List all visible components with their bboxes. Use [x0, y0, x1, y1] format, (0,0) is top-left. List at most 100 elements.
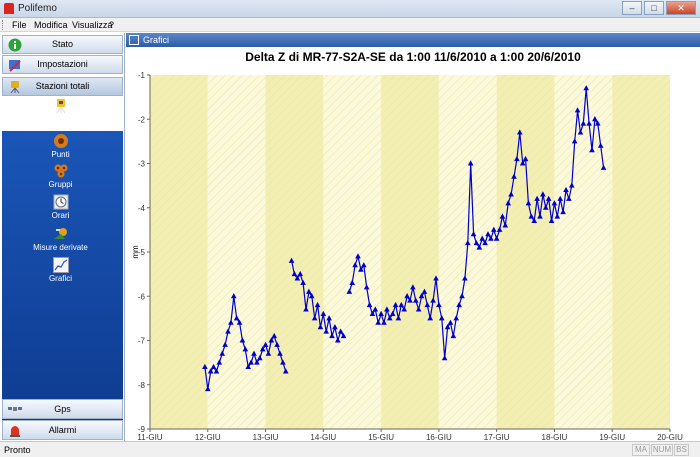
data-point — [502, 222, 509, 228]
menu-file[interactable]: File — [12, 20, 27, 30]
x-tick-label: 12-GIU — [195, 433, 221, 441]
window-title: Polifemo — [18, 3, 57, 14]
menu-help[interactable]: ? — [109, 20, 115, 30]
y-tick-label: -9 — [138, 425, 146, 434]
data-point — [493, 235, 500, 241]
day-band-hatch — [381, 75, 439, 429]
x-tick-label: 13-GIU — [253, 433, 279, 441]
x-tick-label: 17-GIU — [484, 433, 510, 441]
nav-allarmi-button[interactable]: Allarmi — [2, 420, 123, 440]
data-point — [542, 204, 549, 210]
data-point — [496, 226, 503, 232]
data-point — [222, 341, 228, 347]
tool-gruppi[interactable]: Gruppi — [0, 163, 121, 189]
data-point — [297, 270, 304, 277]
data-point — [259, 346, 266, 352]
nav-stazioni-totali-label: Stazioni totali — [35, 81, 90, 91]
data-point — [568, 182, 575, 188]
data-point — [488, 235, 494, 241]
maximize-button[interactable]: □ — [644, 1, 664, 15]
sidebar: Stato Impostazioni Stazioni totali Stazi… — [0, 33, 125, 441]
data-point — [352, 262, 358, 268]
data-point — [548, 217, 555, 224]
target-point-icon — [53, 134, 68, 148]
day-band-hatch — [207, 75, 266, 429]
day-band-hatch — [554, 75, 613, 429]
data-point — [537, 213, 543, 219]
data-point — [282, 368, 289, 374]
data-point — [369, 310, 376, 316]
data-point — [254, 359, 260, 365]
data-point — [340, 332, 347, 339]
data-point — [236, 319, 243, 325]
data-point — [216, 359, 223, 365]
data-point — [346, 288, 353, 294]
data-point — [554, 213, 561, 219]
data-point — [583, 85, 590, 91]
nav-stato-button[interactable]: Stato — [2, 35, 123, 54]
tool-punti[interactable]: Punti — [0, 133, 121, 159]
status-bar: Pronto MA NUM BS — [0, 441, 700, 457]
x-tick-label: 11-GIU — [137, 433, 162, 441]
data-point — [545, 195, 552, 201]
data-point — [337, 328, 344, 334]
data-point — [378, 310, 384, 316]
tool-stazioni-totali[interactable]: Stazioni totali — [0, 98, 121, 124]
data-point — [476, 244, 483, 250]
tool-grafici[interactable]: Grafici — [0, 257, 121, 283]
x-tick-label: 14-GIU — [310, 433, 336, 441]
tool-misure-derivate[interactable]: Misure derivate — [0, 226, 121, 252]
data-point — [306, 288, 312, 294]
data-point — [586, 120, 592, 126]
data-point — [334, 337, 341, 343]
data-point — [563, 186, 569, 193]
data-point — [516, 129, 523, 135]
data-point — [314, 301, 321, 308]
data-point — [317, 324, 324, 330]
data-point — [256, 355, 263, 361]
y-axis-label: mm — [131, 245, 140, 259]
data-point — [412, 297, 419, 303]
menu-visualizza[interactable]: Visualizza — [72, 20, 113, 30]
data-point — [473, 239, 480, 246]
data-point — [499, 213, 506, 219]
data-point — [557, 195, 564, 201]
data-point — [225, 328, 231, 334]
day-band-hatch — [323, 75, 382, 429]
data-point — [320, 310, 327, 316]
nav-gps-button[interactable]: Gps — [2, 399, 123, 419]
data-point — [210, 363, 217, 370]
data-point — [332, 324, 338, 330]
data-point — [456, 301, 462, 308]
tool-punti-label: Punti — [51, 150, 70, 159]
close-button[interactable]: ✕ — [666, 1, 696, 15]
tool-orari[interactable]: Orari — [0, 194, 121, 220]
data-point — [531, 217, 538, 224]
data-point — [597, 142, 604, 148]
data-point — [444, 324, 451, 330]
data-point — [580, 120, 587, 126]
nav-stazioni-totali-button[interactable]: Stazioni totali — [2, 77, 123, 96]
data-point — [329, 332, 335, 339]
content-header-title: Grafici — [143, 35, 170, 45]
data-point — [482, 239, 488, 246]
nav-stato-label: Stato — [51, 39, 73, 49]
app-icon — [4, 3, 14, 14]
data-point — [436, 301, 442, 308]
status-text: Pronto — [4, 445, 31, 455]
x-tick-label: 20-GIU — [657, 433, 683, 441]
menu-modifica[interactable]: Modifica — [34, 20, 68, 30]
day-band-hatch — [612, 75, 670, 429]
data-point — [291, 270, 298, 277]
data-point — [410, 284, 416, 290]
data-point — [323, 328, 330, 334]
data-point — [204, 385, 211, 392]
data-point — [265, 350, 272, 356]
total-station-icon — [10, 81, 20, 94]
data-point — [551, 200, 558, 206]
tools-panel — [2, 131, 123, 433]
data-point — [433, 275, 439, 281]
nav-impostazioni-button[interactable]: Impostazioni — [2, 55, 123, 74]
minimize-button[interactable]: – — [622, 1, 642, 15]
data-point — [202, 363, 208, 370]
